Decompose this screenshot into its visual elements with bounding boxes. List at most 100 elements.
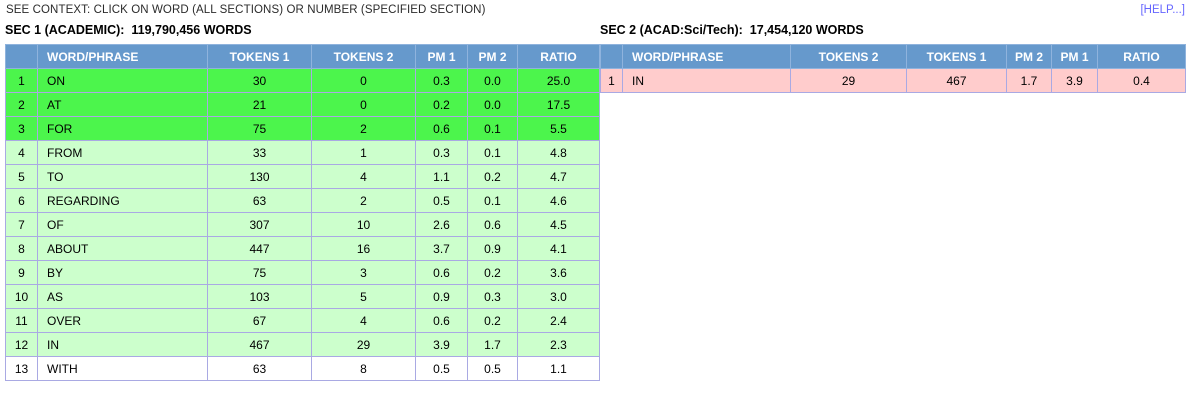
ratio-cell: 4.7 (517, 164, 600, 189)
tokens-2-cell[interactable]: 4 (311, 164, 416, 189)
ratio-cell: 2.4 (517, 308, 600, 333)
pm-1-cell: 1.1 (415, 164, 468, 189)
ratio-cell: 4.6 (517, 188, 600, 213)
pm-2-cell: 0.5 (467, 356, 518, 381)
word-phrase-cell[interactable]: IN (622, 68, 791, 93)
pm-1-cell: 3.9 (415, 332, 468, 357)
pm-2-cell: 0.1 (467, 116, 518, 141)
pm-1-cell: 2.6 (415, 212, 468, 237)
table-row: 1 ON 30 0 0.3 0.0 25.0 (5, 68, 600, 93)
tokens-2-cell[interactable]: 10 (311, 212, 416, 237)
pm-1-cell: 3.7 (415, 236, 468, 261)
row-number-cell: 10 (5, 284, 38, 309)
pm-1-cell: 0.5 (415, 188, 468, 213)
top-bar: SEE CONTEXT: CLICK ON WORD (ALL SECTIONS… (6, 4, 1185, 16)
pm-2-cell: 0.6 (467, 212, 518, 237)
tokens-1-cell[interactable]: 75 (207, 116, 312, 141)
column-header-word-phrase: WORD/PHRASE (622, 44, 791, 69)
pm-2-cell: 0.2 (467, 308, 518, 333)
word-phrase-cell[interactable]: BY (37, 260, 208, 285)
column-header-ratio: RATIO (517, 44, 600, 69)
row-number-cell: 11 (5, 308, 38, 333)
row-number-cell: 8 (5, 236, 38, 261)
section-2-acad-sci-tech: SEC 2 (ACAD:Sci/Tech): 17,454,120 WORDS … (600, 23, 1186, 93)
tokens-2-cell[interactable]: 3 (311, 260, 416, 285)
tokens-1-cell[interactable]: 307 (207, 212, 312, 237)
row-number-cell: 7 (5, 212, 38, 237)
tokens-2-cell[interactable]: 16 (311, 236, 416, 261)
table-row: 12 IN 467 29 3.9 1.7 2.3 (5, 332, 600, 357)
pm-2-cell: 0.3 (467, 284, 518, 309)
pm-2-cell: 0.1 (467, 188, 518, 213)
tokens-1-cell[interactable]: 447 (207, 236, 312, 261)
word-phrase-cell[interactable]: REGARDING (37, 188, 208, 213)
row-number-cell: 5 (5, 164, 38, 189)
tokens-1-cell[interactable]: 67 (207, 308, 312, 333)
table-row: 13 WITH 63 8 0.5 0.5 1.1 (5, 356, 600, 381)
word-phrase-cell[interactable]: OF (37, 212, 208, 237)
pm-1-cell: 0.2 (415, 92, 468, 117)
pm-2-cell: 0.0 (467, 92, 518, 117)
word-phrase-cell[interactable]: ON (37, 68, 208, 93)
pm-2-cell: 0.9 (467, 236, 518, 261)
row-number-cell: 4 (5, 140, 38, 165)
column-header-pm-1: PM 1 (1051, 44, 1098, 69)
ratio-cell: 17.5 (517, 92, 600, 117)
column-header-tokens-2: TOKENS 2 (790, 44, 907, 69)
row-number-cell: 9 (5, 260, 38, 285)
tokens-2-cell[interactable]: 29 (790, 68, 907, 93)
sec2-comparison-table: WORD/PHRASE TOKENS 2 TOKENS 1 PM 2 PM 1 RATIO… (600, 44, 1186, 93)
word-phrase-cell[interactable]: ABOUT (37, 236, 208, 261)
header-row: WORD/PHRASE TOKENS 1 TOKENS 2 PM 1 PM 2 RATIO (5, 44, 600, 69)
tokens-1-cell[interactable]: 75 (207, 260, 312, 285)
word-phrase-cell[interactable]: OVER (37, 308, 208, 333)
ratio-cell: 2.3 (517, 332, 600, 357)
tokens-1-cell[interactable]: 130 (207, 164, 312, 189)
tokens-1-cell[interactable]: 103 (207, 284, 312, 309)
ratio-cell: 3.0 (517, 284, 600, 309)
pm-1-cell: 0.3 (415, 68, 468, 93)
tokens-1-cell[interactable]: 63 (207, 188, 312, 213)
word-phrase-cell[interactable]: AS (37, 284, 208, 309)
row-number-cell: 2 (5, 92, 38, 117)
tokens-1-cell[interactable]: 21 (207, 92, 312, 117)
section-2-title: SEC 2 (ACAD:Sci/Tech): 17,454,120 WORDS (600, 23, 864, 37)
ratio-cell: 1.1 (517, 356, 600, 381)
word-phrase-cell[interactable]: FROM (37, 140, 208, 165)
tokens-2-cell[interactable]: 5 (311, 284, 416, 309)
pm-1-cell: 0.6 (415, 116, 468, 141)
section-1-title: SEC 1 (ACADEMIC): 119,790,456 WORDS (5, 23, 252, 37)
tokens-1-cell[interactable]: 30 (207, 68, 312, 93)
table-row: 2 AT 21 0 0.2 0.0 17.5 (5, 92, 600, 117)
tokens-1-cell[interactable]: 467 (207, 332, 312, 357)
help-link[interactable]: [HELP...] (1140, 4, 1185, 16)
word-phrase-cell[interactable]: FOR (37, 116, 208, 141)
tokens-2-cell[interactable]: 0 (311, 68, 416, 93)
column-header-tokens-1: TOKENS 1 (906, 44, 1007, 69)
tokens-2-cell[interactable]: 2 (311, 116, 416, 141)
pm-1-cell: 3.9 (1051, 68, 1098, 93)
pm-2-cell: 1.7 (467, 332, 518, 357)
pm-2-cell: 0.2 (467, 260, 518, 285)
table-row: 5 TO 130 4 1.1 0.2 4.7 (5, 164, 600, 189)
tokens-2-cell[interactable]: 4 (311, 308, 416, 333)
word-phrase-cell[interactable]: AT (37, 92, 208, 117)
tokens-2-cell[interactable]: 29 (311, 332, 416, 357)
tokens-1-cell[interactable]: 63 (207, 356, 312, 381)
column-header-row-number (5, 44, 38, 69)
tokens-2-cell[interactable]: 8 (311, 356, 416, 381)
tokens-1-cell[interactable]: 467 (906, 68, 1007, 93)
sec1-comparison-table: WORD/PHRASE TOKENS 1 TOKENS 2 PM 1 PM 2 RATIO… (5, 44, 600, 381)
table-row: 10 AS 103 5 0.9 0.3 3.0 (5, 284, 600, 309)
word-phrase-cell[interactable]: IN (37, 332, 208, 357)
tokens-2-cell[interactable]: 1 (311, 140, 416, 165)
word-phrase-cell[interactable]: WITH (37, 356, 208, 381)
column-header-pm-2: PM 2 (1006, 44, 1052, 69)
word-phrase-cell[interactable]: TO (37, 164, 208, 189)
pm-1-cell: 0.5 (415, 356, 468, 381)
tokens-2-cell[interactable]: 2 (311, 188, 416, 213)
tokens-2-cell[interactable]: 0 (311, 92, 416, 117)
tokens-1-cell[interactable]: 33 (207, 140, 312, 165)
table-row: 3 FOR 75 2 0.6 0.1 5.5 (5, 116, 600, 141)
